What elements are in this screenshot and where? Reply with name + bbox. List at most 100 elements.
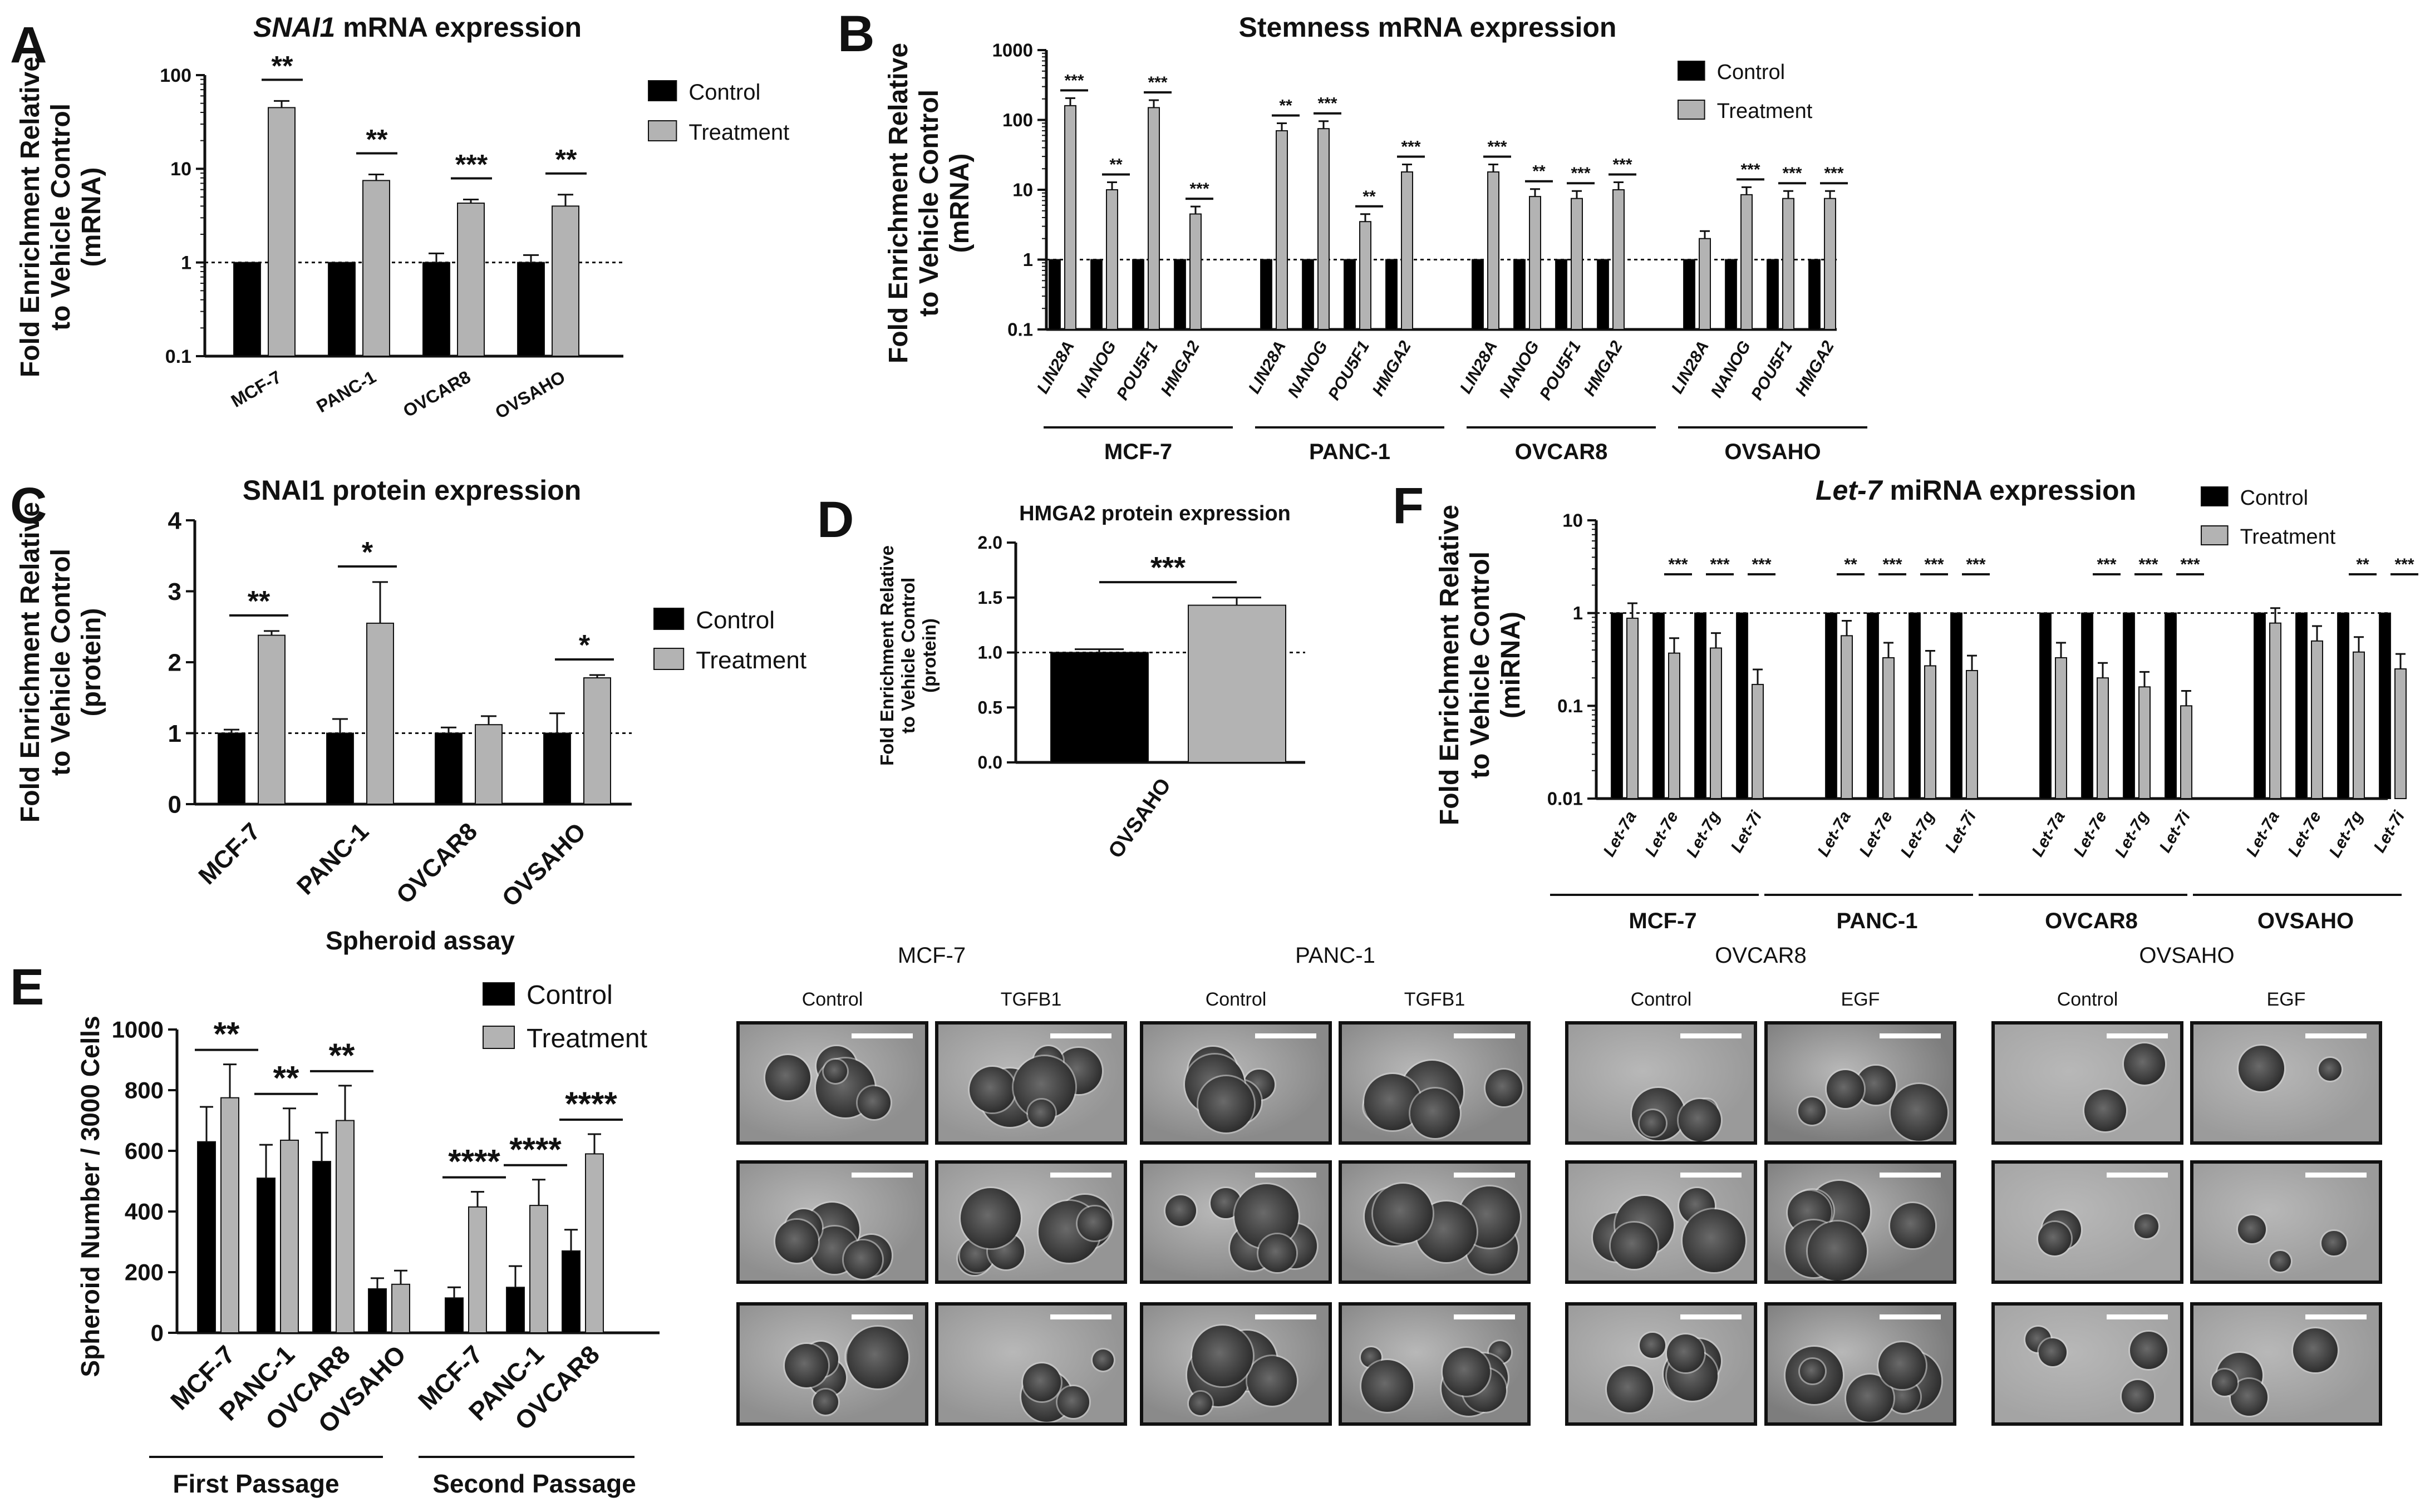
scale-bar [852,1033,913,1038]
micrograph-image [736,1302,928,1426]
panel-b-sig-label: *** [1487,138,1507,156]
panel-f-bar-control [1736,612,1748,799]
panel-b-sig-label: *** [1148,73,1167,92]
panel-f-bar-control [1909,612,1921,799]
panel-a-bar-treatment [362,180,390,357]
micrograph-labels: MCF-7 Control TGFB1 PANC-1 Control TGFB1 OVCAR… [802,943,2306,1010]
spheroid [1188,1392,1213,1416]
panel-f-bar-treatment [2097,677,2109,799]
panel-f-sig-label: *** [1752,555,1771,574]
spheroid [1361,1360,1414,1412]
scale-bar [2107,1033,2168,1038]
panel-e-sig-label: ** [273,1060,299,1097]
panel-f-sig-label: *** [2394,555,2414,574]
micrograph-image [1339,1021,1531,1145]
panel-f-ytick-label: 10 [1562,510,1583,531]
scale-bar [852,1314,913,1319]
spheroid [1800,1358,1825,1384]
micrograph-condition-label: Control [2057,989,2118,1010]
panel-d-ytick-label: 1.5 [978,588,1002,608]
spheroid [1606,1366,1653,1413]
spheroid [1640,1110,1666,1137]
svg-text:(mRNA): (mRNA) [945,154,975,253]
panel-f-sig-label: ** [2356,555,2369,574]
panel-a-bar-control [422,262,450,357]
spheroid [1683,1209,1746,1273]
micrograph-image [2190,1160,2382,1284]
panel-a-title: SNAI1 mRNA expression [253,12,582,43]
spheroid [2318,1057,2342,1081]
scale-bar [1880,1173,1941,1178]
svg-text:(protein): (protein) [77,608,106,717]
spheroid [2270,1251,2291,1272]
scale-bar [1255,1033,1316,1038]
panel-f-gene-label: Let-7g [2111,808,2152,860]
panel-b-bar-control [1808,259,1821,330]
panel-f-gene-label: Let-7e [1641,808,1682,860]
spheroid [1078,1206,1112,1241]
spheroid [1808,1221,1867,1280]
panel-f-gene-label: Let-7e [2070,808,2111,860]
panel-f-gene-label: Let-7g [1897,808,1938,860]
scale-bar [2305,1173,2367,1178]
panel-e-ytick-label: 0 [151,1320,164,1346]
panel-f-bar-control [1867,612,1879,799]
svg-text:Fold Enrichment Relative: Fold Enrichment Relative [884,43,913,363]
micrograph-image [1140,1302,1332,1426]
panel-c-sig-label: ** [248,585,270,618]
svg-text:Fold Enrichment Relative: Fold Enrichment Relative [16,502,45,823]
panel-f-gene-label: Let-7i [2156,807,2194,855]
panel-f-gene-label: Let-7a [2028,808,2069,860]
panel-b-bar-control [1683,259,1695,330]
spheroid [961,1188,1021,1248]
spheroid [858,1086,891,1119]
scale-bar [1050,1173,1111,1178]
panel-a-category-label: MCF-7 [228,367,285,411]
panel-b-ytick-label: 100 [1002,110,1033,130]
scale-bar [1680,1314,1742,1319]
panel-b-bar-control [1260,259,1272,330]
panel-b-gene-label: POU5F1 [1748,338,1796,403]
micrograph-image [1339,1302,1531,1426]
panel-a-category-label: OVSAHO [491,367,568,423]
panel-c-legend-label: Control [696,607,775,634]
panel-b-sig-label: *** [1064,71,1084,90]
spheroid [775,1220,818,1263]
panel-d-ytick-label: 0.5 [978,697,1002,717]
panel-a-bar-treatment [268,107,296,357]
panel-letter-c: C [10,477,47,534]
panel-e-bar-treatment [585,1153,604,1333]
panel-d-ylabel: Fold Enrichment Relative to Vehicle Cont… [877,545,940,766]
panel-f-bar-treatment [2353,651,2365,800]
panel-c-ytick-label: 1 [168,720,181,747]
panel-e-bar-treatment [468,1206,487,1333]
micrograph-line-label: PANC-1 [1295,943,1375,968]
panel-f-legend-swatch [2201,525,2229,545]
panel-f-bar-control [1611,612,1623,799]
panel-b-gene-label: HMGA2 [1580,338,1626,400]
panel-b-sig-label: *** [1317,95,1337,113]
panel-e-bar-treatment [220,1097,239,1333]
panel-f-bar-control [1825,612,1837,799]
panel-f-bar-control [1652,612,1665,799]
micrograph-condition-label: Control [802,989,863,1010]
panel-b-gene-label: POU5F1 [1113,338,1162,403]
panel-f-bar-control [2379,612,2391,799]
panel-f-ytick-label: 1 [1573,603,1583,623]
spheroid [2321,1230,2347,1256]
panel-f-ylabel: Fold Enrichment Relative to Vehicle Cont… [1435,505,1526,825]
panel-f-ytick-label: 0.01 [1547,789,1583,809]
panel-e-bar-control [445,1297,464,1333]
micrograph-condition-label: EGF [2267,989,2306,1010]
svg-text:(miRNA): (miRNA) [1496,612,1526,718]
panel-e-ylabel: Spheroid Number / 3000 Cells [76,1016,105,1377]
svg-text:to Vehicle Control: to Vehicle Control [46,549,76,776]
panel-a-ylabel: Fold Enrichment Relative to Vehicle Cont… [16,57,106,377]
panel-b-bar-treatment [1317,128,1330,330]
panel-b-sig-label: *** [1401,138,1420,156]
scale-bar [2305,1033,2367,1038]
scale-bar [1880,1314,1941,1319]
panel-e-bar-control [197,1141,216,1333]
spheroid [1057,1386,1090,1419]
panel-b-bar-control [1597,259,1609,330]
